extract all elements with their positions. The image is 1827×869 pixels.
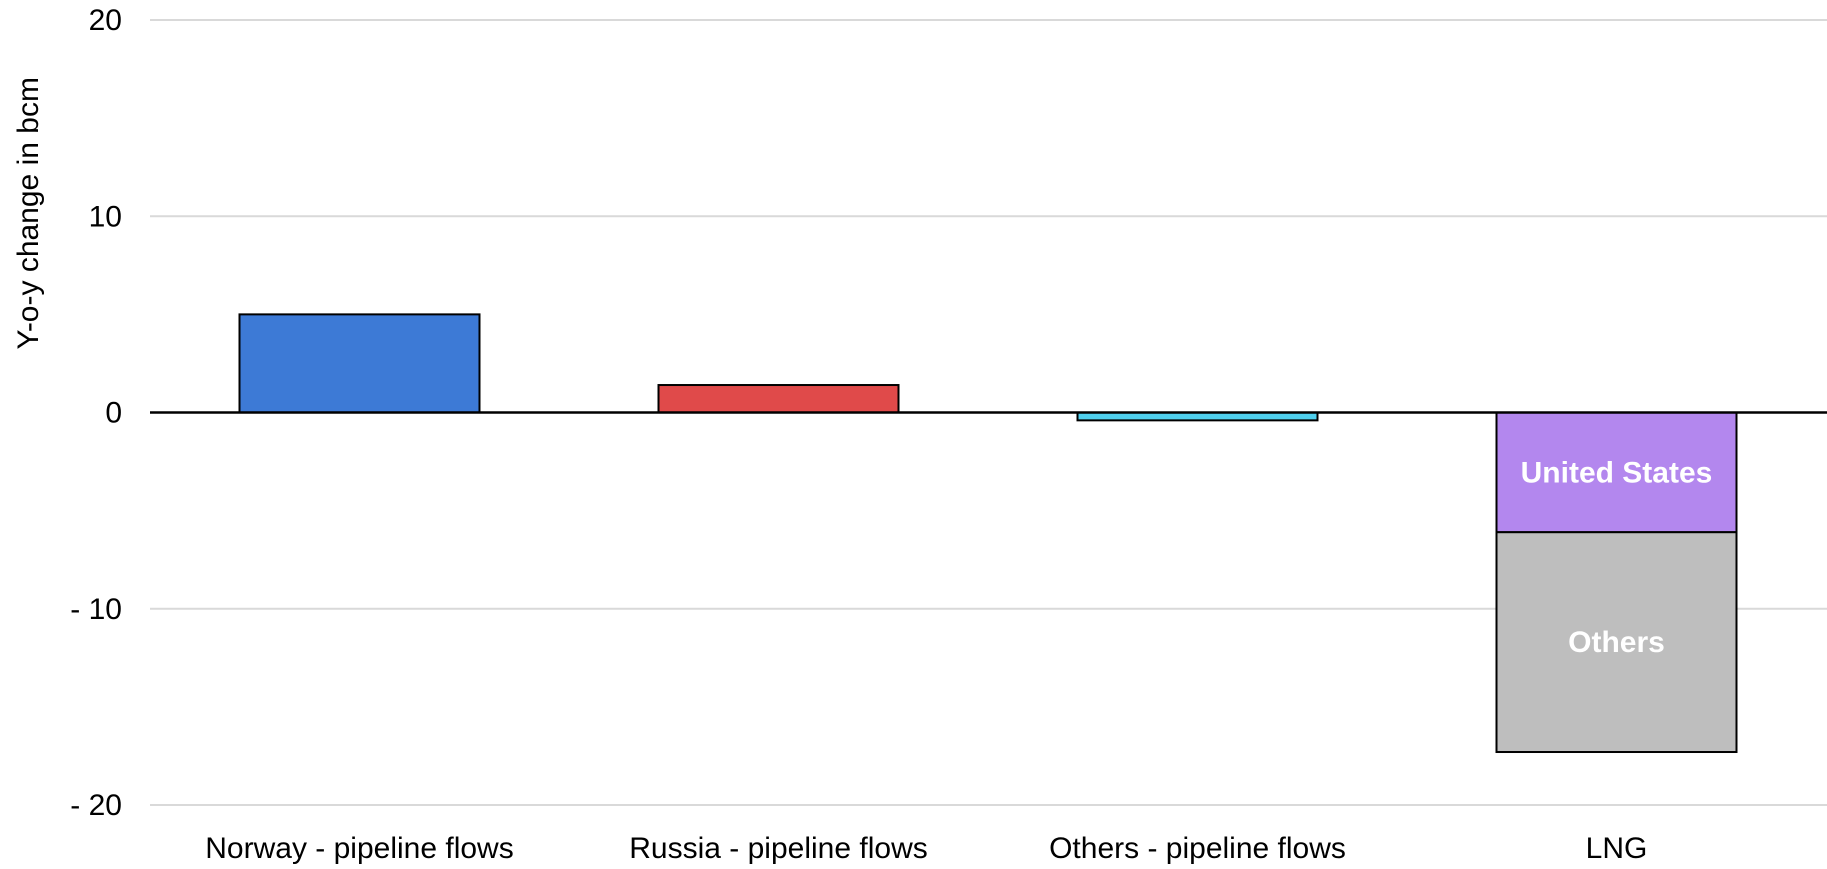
bar-segment bbox=[1495, 531, 1738, 754]
bars: United States Others bbox=[238, 313, 1738, 754]
y-tick-label: 0 bbox=[105, 397, 122, 430]
gridlines bbox=[150, 19, 1827, 806]
y-tick-label: 20 bbox=[89, 4, 122, 37]
x-axis-categories: Norway - pipeline flows Russia - pipeline… bbox=[205, 832, 1647, 865]
bar-segment-label: United States bbox=[1521, 456, 1713, 489]
y-tick-label: - 20 bbox=[70, 789, 122, 822]
x-category-label: Russia - pipeline flows bbox=[629, 832, 927, 865]
y-axis-title: Y-o-y change in bcm bbox=[12, 77, 45, 349]
bar-segment-label: Others bbox=[1568, 626, 1665, 659]
y-tick-label: - 10 bbox=[70, 593, 122, 626]
x-category-label: Norway - pipeline flows bbox=[205, 832, 513, 865]
bar-segment bbox=[1495, 411, 1738, 534]
y-tick-label: 10 bbox=[89, 200, 122, 233]
y-axis-ticks: 20 10 0 - 10 - 20 bbox=[70, 4, 122, 822]
x-category-label: LNG bbox=[1586, 832, 1648, 865]
bar-segment bbox=[657, 384, 900, 414]
bar-segment bbox=[238, 313, 481, 414]
x-category-label: Others - pipeline flows bbox=[1049, 832, 1346, 865]
